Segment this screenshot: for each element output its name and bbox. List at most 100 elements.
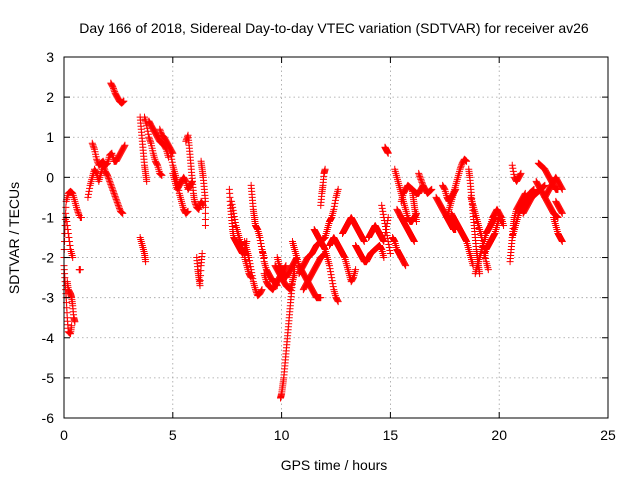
data-point <box>379 207 387 215</box>
data-point <box>317 294 325 302</box>
data-point <box>84 190 92 198</box>
series-arc-06 <box>75 266 84 274</box>
data-point <box>93 155 101 163</box>
chart-title: Day 166 of 2018, Sidereal Day-to-day VTE… <box>79 20 589 36</box>
data-point <box>251 286 259 294</box>
y-tick-label: 2 <box>46 89 54 105</box>
x-tick-label: 25 <box>600 427 616 443</box>
series-arc-65 <box>552 197 566 217</box>
data-point <box>77 213 85 221</box>
series-arc-12 <box>136 113 151 185</box>
data-point <box>558 185 566 193</box>
data-point <box>253 224 261 232</box>
data-point <box>240 251 248 259</box>
data-point <box>427 186 435 194</box>
data-point <box>327 268 335 276</box>
data-point <box>516 170 524 178</box>
data-point <box>415 171 423 179</box>
data-point <box>383 231 391 239</box>
data-point <box>121 141 129 149</box>
data-point <box>416 174 424 182</box>
data-point <box>84 193 92 201</box>
data-point <box>157 128 165 136</box>
data-point <box>74 207 82 215</box>
data-point <box>329 283 337 291</box>
data-point <box>229 203 237 211</box>
data-point <box>157 170 165 178</box>
data-point <box>330 202 338 210</box>
data-point <box>509 164 517 172</box>
data-point <box>457 162 465 170</box>
data-point <box>490 230 498 238</box>
data-point <box>380 254 388 262</box>
x-tick-label: 0 <box>60 427 68 443</box>
data-point <box>100 163 108 171</box>
data-point <box>383 228 391 236</box>
series-arc-56 <box>486 205 508 229</box>
series-arc-45 <box>397 181 427 205</box>
data-point <box>380 216 388 224</box>
data-point <box>410 238 418 246</box>
data-point <box>191 197 199 205</box>
series-arc-33 <box>310 225 342 306</box>
data-point <box>517 169 525 177</box>
series-arc-03 <box>63 278 79 326</box>
data-point <box>105 176 113 184</box>
data-point <box>249 275 257 283</box>
data-point <box>167 149 175 157</box>
data-point <box>183 208 191 216</box>
series-arc-40 <box>378 201 394 258</box>
data-point <box>463 157 471 165</box>
data-point <box>417 177 425 185</box>
data-point <box>331 199 339 207</box>
data-point <box>384 149 392 157</box>
data-point <box>258 246 266 254</box>
series-arc-44 <box>393 205 418 246</box>
data-point <box>114 201 122 209</box>
data-point <box>201 203 209 211</box>
data-point <box>144 127 152 135</box>
series-arc-16 <box>167 149 192 217</box>
series-arc-34 <box>317 165 329 209</box>
data-point <box>110 189 118 197</box>
data-point <box>119 98 127 106</box>
data-point <box>248 272 256 280</box>
data-point <box>378 204 386 212</box>
data-point <box>183 208 191 216</box>
data-point <box>145 135 153 143</box>
axis-ticks <box>63 56 609 419</box>
data-point <box>168 148 176 156</box>
y-tick-label: -5 <box>42 370 55 386</box>
data-point <box>66 329 74 337</box>
data-point <box>541 181 549 189</box>
y-tick-label: -6 <box>42 410 55 426</box>
data-point <box>326 265 334 273</box>
data-point <box>380 213 388 221</box>
y-tick-label: -2 <box>42 250 55 266</box>
data-point <box>143 177 151 185</box>
data-point <box>558 184 566 192</box>
series-arc-43 <box>389 234 410 270</box>
data-point <box>117 208 125 216</box>
data-point <box>64 229 72 237</box>
data-point <box>462 157 470 165</box>
data-point <box>402 262 410 270</box>
data-point <box>75 210 83 218</box>
data-point <box>482 255 490 263</box>
data-point <box>246 260 254 268</box>
data-point <box>500 221 508 229</box>
data-point <box>484 266 492 274</box>
data-point <box>118 208 126 216</box>
data-point <box>167 152 175 160</box>
data-point <box>427 186 435 194</box>
data-point <box>156 170 164 178</box>
data-point <box>67 188 75 196</box>
data-point <box>259 252 267 260</box>
series-arc-38 <box>352 242 388 266</box>
series-arc-10 <box>107 79 128 107</box>
data-point <box>68 188 76 196</box>
data-point <box>146 138 154 146</box>
series-arc-11 <box>136 234 150 266</box>
data-point <box>65 238 73 246</box>
